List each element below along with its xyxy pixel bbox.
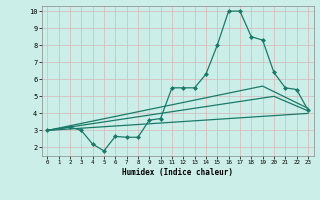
X-axis label: Humidex (Indice chaleur): Humidex (Indice chaleur) [122, 168, 233, 177]
